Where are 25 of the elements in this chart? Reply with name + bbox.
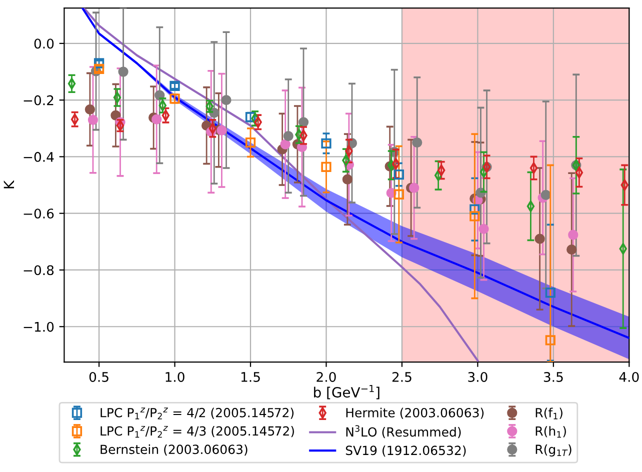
legend-label: R(f$_{1}$) [536, 408, 562, 420]
x-tick-label: 4.0 [619, 372, 639, 382]
legend-label: Hermite (2003.06063) [346, 408, 484, 419]
x-axis-title: b [GeV$^{−1}$] [314, 384, 380, 400]
legend-label: SV19 (1912.06532) [346, 445, 466, 457]
y-tick-label: −1.0 [24, 322, 54, 332]
x-tick-label: 3.5 [544, 372, 563, 382]
legend-label: R(h$_{1}$) [536, 426, 566, 438]
y-tick-label: 0.0 [34, 38, 54, 49]
legend-label: Bernstein (2003.06063) [100, 444, 248, 456]
y-tick-label: −0.6 [24, 208, 54, 219]
x-tick-label: 3.0 [468, 372, 488, 382]
x-tick-label: 2.0 [316, 372, 336, 382]
x-tick-label: 0.5 [89, 372, 108, 382]
y-tick-label: −0.4 [24, 152, 54, 162]
x-tick-label: 1.0 [166, 372, 184, 382]
legend-label: LPC P$_{1}$$^{z}$/P$_{2}$$^{z}$ = 4/3 (2005.14572) [100, 426, 294, 438]
y-axis-title: K [4, 180, 14, 188]
legend-label: N$^{3}$LO (Resummed) [346, 425, 461, 438]
x-tick-label: 2.5 [392, 372, 412, 382]
y-tick-label: −0.2 [24, 95, 54, 106]
legend-label: R(g$_{1T}$) [536, 444, 572, 457]
legend-label: LPC P$_{1}$$^{z}$/P$_{2}$$^{z}$ = 4/2 (2005.14572) [100, 408, 294, 420]
x-tick-label: 1.5 [241, 372, 260, 382]
y-tick-label: −0.8 [24, 265, 54, 276]
